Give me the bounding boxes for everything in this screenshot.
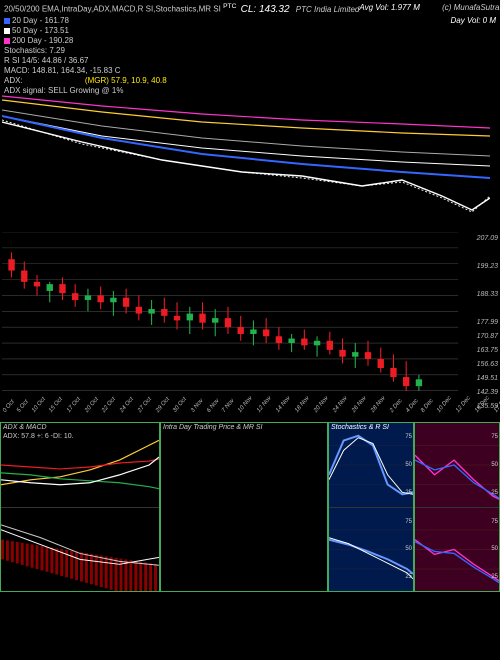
day-vol: Day Vol: 0 M xyxy=(451,16,497,25)
ema50-swatch xyxy=(4,28,10,34)
avg-vol: Avg Vol: 1.977 M xyxy=(359,3,419,12)
ticker: PTC xyxy=(223,3,236,10)
mgr-label: (MGR) 57.9, 10.9, 40.8 xyxy=(85,76,167,85)
indicator-panels: ADX & MACD ADX: 57.8 +: 6 -DI: 10. Intra… xyxy=(0,422,500,592)
adx-label: ADX: xyxy=(4,76,23,85)
ema-chart xyxy=(2,86,490,216)
ema50-label: 50 Day - 173.51 xyxy=(12,26,69,35)
intraday-panel: Intra Day Trading Price & MR SI xyxy=(160,422,328,592)
y-axis-labels: 207.09199.23188.33177.99170.87163.75156.… xyxy=(477,232,498,414)
header-panel: 20/50/200 EMA,IntraDay,ADX,MACD,R SI,Sto… xyxy=(0,0,500,86)
rsi-label: R SI 14/5: 44.86 / 36.67 xyxy=(4,56,496,65)
ema20-label: 20 Day - 161.78 xyxy=(12,16,69,25)
credit: (c) MunafaSutra.com xyxy=(442,3,500,12)
title-left: 20/50/200 EMA,IntraDay,ADX,MACD,R SI,Sto… xyxy=(4,5,221,14)
panel2-title: Intra Day Trading Price & MR SI xyxy=(163,424,262,431)
macd-label: MACD: 148.81, 164.34, -15.83 C xyxy=(4,66,496,75)
stoch-rsi-panel: Stochastics & R SI 755025 755025 xyxy=(328,422,414,592)
ema20-swatch xyxy=(4,18,10,24)
stoch-label: Stochastics: 7.29 xyxy=(4,46,496,55)
adx-macd-panel: ADX & MACD ADX: 57.8 +: 6 -DI: 10. xyxy=(0,422,160,592)
candle-chart: 207.09199.23188.33177.99170.87163.75156.… xyxy=(0,232,500,416)
ema200-label: 200 Day - 190.28 xyxy=(12,36,73,45)
close-price: CL: 143.32 xyxy=(241,4,290,15)
panel1-title: ADX & MACD xyxy=(3,424,47,431)
panel3-title: Stochastics & R SI xyxy=(331,424,389,431)
x-axis-labels: 0 Oct5 Oct10 Oct15 Oct17 Oct20 Oct22 Oct… xyxy=(2,410,462,416)
ema200-swatch xyxy=(4,38,10,44)
ticker-full: PTC India Limited xyxy=(296,5,360,14)
extra-panel: 755025 755025 xyxy=(414,422,500,592)
